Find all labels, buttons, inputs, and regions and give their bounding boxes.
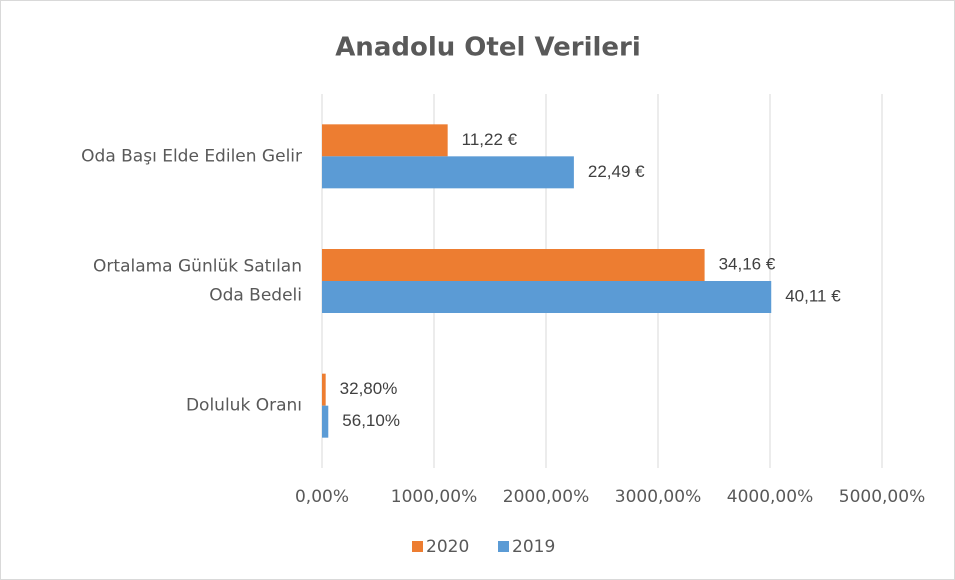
bar [322,156,574,189]
bar [322,124,448,157]
x-tick-label: 5000,00% [839,487,925,507]
x-tick-label: 1000,00% [391,487,477,507]
bar [322,405,329,438]
x-tick-label: 4000,00% [727,487,813,507]
y-tick-label: Ortalama Günlük Satılan Oda Bedeli [93,257,302,306]
value-label: 56,10% [342,411,400,430]
legend-swatch [412,541,423,552]
value-label: 40,11 € [785,286,841,305]
value-label: 32,80% [340,379,398,398]
x-tick-label: 0,00% [295,487,349,507]
y-tick-label-line: Oda Bedeli [209,286,302,306]
x-tick-label: 3000,00% [615,487,701,507]
value-label: 11,22 € [462,130,518,149]
value-label: 22,49 € [588,162,645,181]
legend-swatch [498,541,509,552]
y-tick-label: Doluluk Oranı [186,396,302,416]
legend-label: 2019 [512,537,555,557]
x-tick-label: 2000,00% [503,487,589,507]
legend-label: 2020 [426,537,469,557]
y-tick-label-line: Ortalama Günlük Satılan [93,257,302,277]
chart-title: Anadolu Otel Verileri [335,33,641,63]
value-label: 34,16 € [719,254,776,273]
bar [322,281,772,313]
bar [322,249,705,281]
y-tick-label: Oda Başı Elde Edilen Gelir [81,146,302,166]
bar [322,373,326,406]
